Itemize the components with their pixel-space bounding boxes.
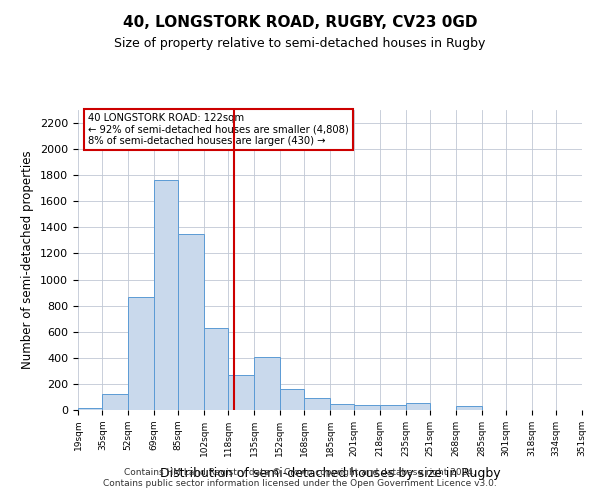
Text: 40, LONGSTORK ROAD, RUGBY, CV23 0GD: 40, LONGSTORK ROAD, RUGBY, CV23 0GD [123, 15, 477, 30]
Bar [154, 180, 178, 410]
Bar [304, 398, 330, 410]
Bar [204, 328, 228, 410]
Bar [280, 389, 304, 410]
Bar [128, 296, 154, 410]
X-axis label: Distribution of semi-detached houses by size in Rugby: Distribution of semi-detached houses by … [160, 467, 500, 480]
Text: Contains HM Land Registry data © Crown copyright and database right 2024.
Contai: Contains HM Land Registry data © Crown c… [103, 468, 497, 487]
Bar [228, 375, 254, 410]
Bar [456, 406, 482, 410]
Y-axis label: Number of semi-detached properties: Number of semi-detached properties [22, 150, 34, 370]
Bar [330, 404, 354, 410]
Bar [102, 394, 128, 410]
Text: Size of property relative to semi-detached houses in Rugby: Size of property relative to semi-detach… [115, 38, 485, 51]
Bar [380, 406, 406, 410]
Bar [406, 404, 430, 410]
Text: 40 LONGSTORK ROAD: 122sqm
← 92% of semi-detached houses are smaller (4,808)
8% o: 40 LONGSTORK ROAD: 122sqm ← 92% of semi-… [88, 113, 349, 146]
Bar [78, 408, 102, 410]
Bar [178, 234, 204, 410]
Bar [254, 356, 280, 410]
Bar [354, 405, 380, 410]
